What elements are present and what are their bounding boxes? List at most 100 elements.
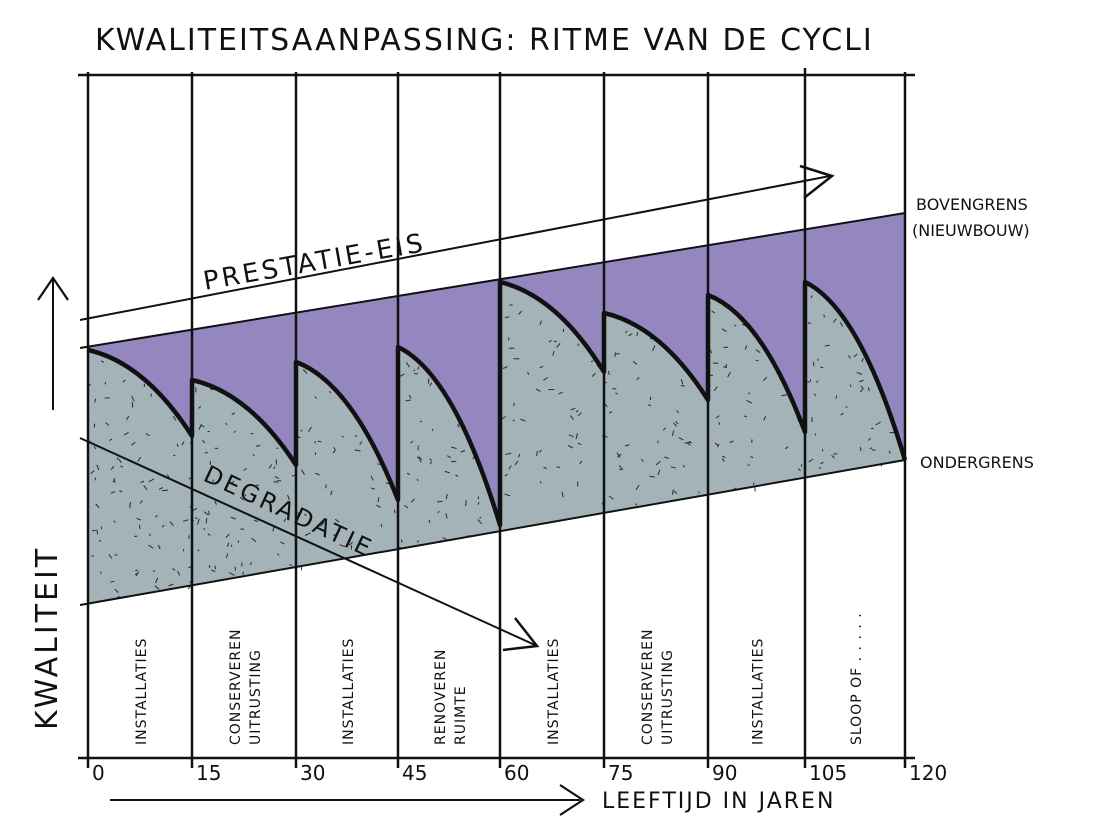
speckle-mark: [504, 493, 511, 497]
intervention-label: SLOOP OF . . . . .: [849, 612, 865, 745]
speckle-mark: [251, 537, 257, 543]
intervention-label: RENOVEREN: [433, 649, 449, 745]
speckle-mark: [172, 567, 176, 571]
speckle-mark: [678, 437, 684, 441]
speckle-mark: [315, 472, 320, 476]
speckle-mark: [636, 377, 640, 381]
y-axis-arrowhead: [37, 276, 69, 301]
speckle-mark: [575, 433, 579, 440]
speckle-mark: [536, 450, 538, 456]
speckle-mark: [297, 512, 300, 517]
speckle-mark: [202, 439, 206, 444]
speckle-mark: [616, 452, 621, 458]
x-tick-label: 60: [504, 761, 529, 785]
speckle-mark: [512, 419, 515, 422]
speckle-mark: [543, 377, 548, 381]
speckle-mark: [122, 379, 126, 383]
speckle-mark: [609, 411, 613, 414]
x-tick-label: 75: [608, 761, 633, 785]
speckle-mark: [649, 475, 655, 478]
speckle-mark: [197, 518, 200, 525]
x-tick-label: 45: [402, 761, 427, 785]
speckle-mark: [781, 394, 787, 397]
prestatie-eis-label: PRESTATIE-EIS: [201, 228, 428, 297]
speckle-mark: [90, 470, 95, 474]
speckle-mark: [249, 561, 253, 565]
speckle-mark: [810, 295, 813, 299]
speckle-mark: [177, 570, 181, 576]
speckle-mark: [302, 369, 308, 374]
speckle-mark: [96, 464, 100, 471]
speckle-mark: [289, 564, 293, 566]
speckle-mark: [242, 571, 244, 575]
speckle-mark: [116, 457, 119, 460]
x-tick-label: 0: [92, 761, 105, 785]
speckle-mark: [816, 380, 819, 384]
speckle-mark: [406, 472, 411, 475]
speckle-mark: [608, 495, 614, 500]
speckle-mark: [359, 440, 363, 445]
speckle-mark: [152, 570, 156, 572]
speckle-mark: [157, 544, 161, 550]
speckle-mark: [729, 440, 734, 443]
speckle-mark: [615, 392, 618, 395]
x-tick-label: 30: [300, 761, 325, 785]
speckle-mark: [225, 553, 229, 559]
speckle-mark: [833, 318, 837, 323]
intervention-label: INSTALLATIES: [341, 638, 357, 745]
speckle-mark: [632, 360, 638, 365]
speckle-mark: [839, 321, 843, 327]
speckle-mark: [755, 349, 761, 354]
speckle-mark: [168, 583, 174, 587]
speckle-mark: [188, 535, 190, 539]
speckle-mark: [136, 517, 142, 521]
speckle-mark: [479, 516, 482, 519]
speckle-mark: [148, 533, 151, 537]
speckle-mark: [112, 480, 116, 483]
speckle-mark: [849, 384, 852, 388]
intervention-label: CONSERVEREN: [228, 629, 244, 745]
speckle-mark: [721, 328, 727, 333]
speckle-mark: [721, 458, 725, 463]
speckle-mark: [181, 441, 185, 446]
speckle-mark: [504, 316, 510, 318]
speckle-mark: [451, 446, 457, 449]
speckle-mark: [118, 458, 122, 463]
speckle-mark: [214, 565, 217, 570]
speckle-mark: [539, 481, 542, 484]
speckle-mark: [176, 443, 179, 447]
speckle-mark: [635, 484, 640, 491]
speckle-mark: [148, 544, 154, 549]
x-tick-labels: 0 15 30 45 60 75 90 105 120: [92, 761, 947, 785]
speckle-mark: [243, 468, 247, 472]
speckle-mark: [831, 454, 835, 459]
intervention-label: CONSERVEREN: [640, 629, 656, 745]
speckle-mark: [200, 424, 205, 428]
speckle-mark: [688, 440, 692, 444]
speckle-mark: [231, 412, 236, 415]
speckle-mark: [139, 500, 143, 504]
speckle-mark: [154, 585, 160, 590]
speckle-mark: [123, 431, 129, 436]
speckle-mark: [172, 415, 177, 421]
speckle-mark: [619, 468, 624, 471]
speckle-mark: [134, 572, 137, 576]
speckle-mark: [158, 486, 164, 491]
speckle-mark: [239, 496, 244, 501]
speckle-mark: [405, 362, 410, 368]
intervention-label: INSTALLATIES: [751, 638, 767, 745]
x-tick-label: 15: [196, 761, 221, 785]
speckle-mark: [558, 391, 563, 395]
speckle-mark: [252, 453, 255, 457]
speckle-mark: [371, 487, 376, 490]
prestatie-eis-arrowhead: [799, 164, 835, 199]
speckle-mark: [274, 476, 280, 479]
speckle-mark: [307, 426, 312, 433]
speckle-mark: [129, 502, 131, 509]
speckle-mark: [145, 433, 150, 437]
speckle-mark: [110, 465, 115, 471]
speckle-mark: [670, 466, 676, 469]
speckle-mark: [143, 485, 148, 491]
speckle-mark: [518, 310, 523, 315]
speckle-mark: [94, 477, 97, 481]
